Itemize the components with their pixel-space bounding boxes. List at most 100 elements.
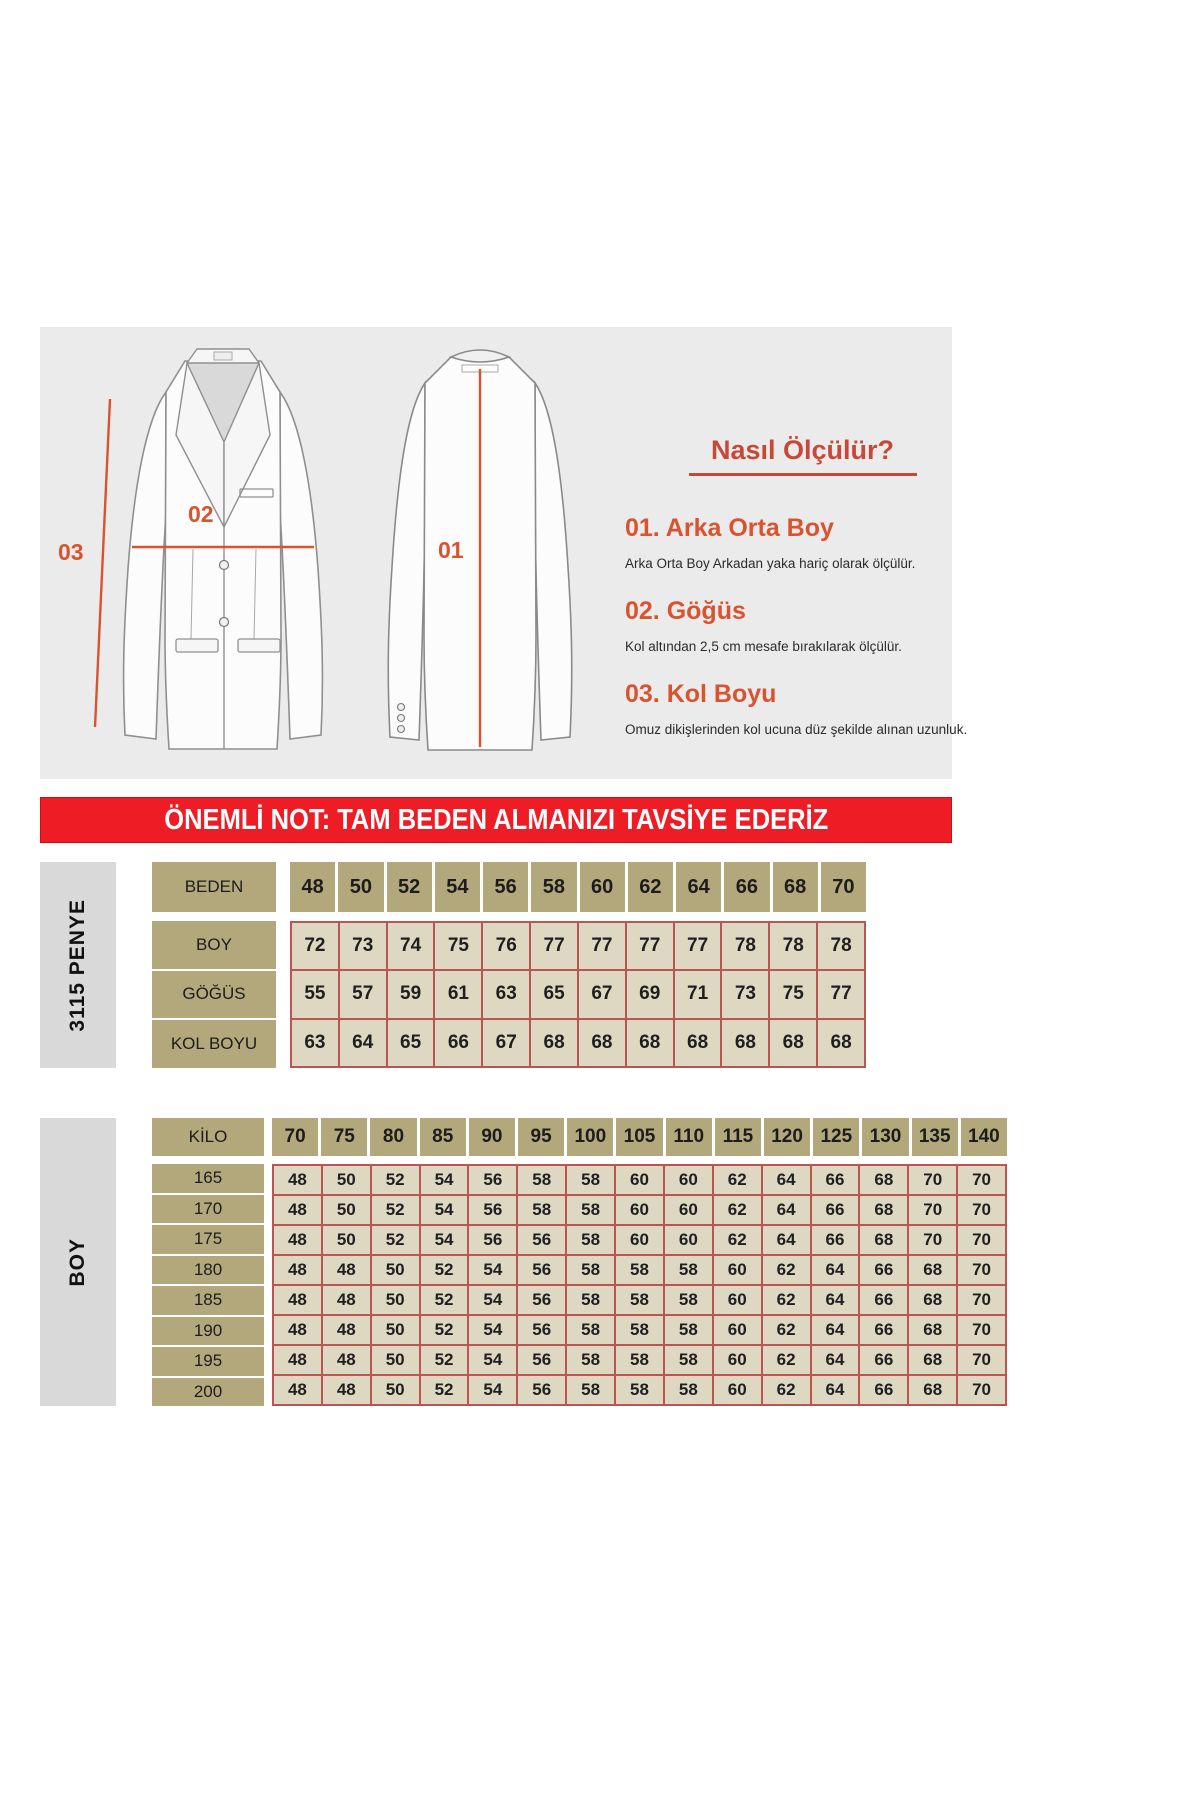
data-value-cell: 72 — [292, 923, 338, 970]
data-value-cell: 50 — [371, 1286, 419, 1314]
data-value-cell: 70 — [909, 1166, 957, 1194]
data-value-cell: 63 — [483, 971, 530, 1018]
data-value-cell: 52 — [371, 1196, 419, 1224]
data-value-cell: 58 — [616, 1376, 663, 1404]
data-value-cell: 68 — [626, 1019, 673, 1066]
data-value-cell: 65 — [387, 1019, 434, 1066]
header-value-cell: 56 — [483, 862, 529, 912]
data-value-cell: 48 — [322, 1346, 370, 1374]
weight-table-header-values: 70 75 80 85 90 95 100 105 110 115 120 125 130 135 140 — [272, 1118, 1007, 1156]
data-value-cell: 60 — [664, 1226, 712, 1254]
data-value-cell: 52 — [420, 1316, 468, 1344]
data-value-cell: 48 — [322, 1376, 370, 1404]
data-value-cell: 64 — [811, 1286, 859, 1314]
data-value-cell: 56 — [518, 1376, 566, 1404]
row-label-cell: 190 — [152, 1316, 264, 1345]
data-value-cell: 66 — [860, 1376, 908, 1404]
measure-item-description: Arka Orta Boy Arkadan yaka hariç olarak … — [625, 556, 916, 571]
header-value-cell: 54 — [434, 862, 480, 912]
header-value-cell: 100 — [567, 1118, 614, 1156]
data-value-cell: 66 — [860, 1346, 908, 1374]
data-value-cell: 67 — [483, 1019, 530, 1066]
data-value-cell: 70 — [958, 1346, 1005, 1374]
header-value-cell: 64 — [676, 862, 722, 912]
data-value-cell: 58 — [567, 1256, 615, 1284]
data-value-cell: 70 — [909, 1196, 957, 1224]
size-table: 3115 PENYE BEDEN 48 50 52 54 56 58 60 62 64 66 68 7… — [40, 862, 866, 1068]
data-value-cell: 58 — [664, 1316, 712, 1344]
data-value-cell: 54 — [420, 1166, 468, 1194]
data-value-cell: 68 — [860, 1226, 908, 1254]
data-value-cell: 50 — [371, 1256, 419, 1284]
header-value-cell: 70 — [820, 862, 866, 912]
data-value-cell: 62 — [762, 1316, 810, 1344]
measure-item-description: Kol altından 2,5 cm mesafe bırakılarak ö… — [625, 639, 902, 654]
data-value-cell: 62 — [762, 1256, 810, 1284]
data-value-cell: 48 — [274, 1346, 321, 1374]
data-value-cell: 54 — [469, 1256, 517, 1284]
data-value-cell: 62 — [762, 1376, 810, 1404]
header-value-cell: 85 — [419, 1118, 466, 1156]
data-value-cell: 78 — [770, 923, 817, 970]
data-value-cell: 77 — [674, 923, 721, 970]
header-value-cell: 130 — [862, 1118, 909, 1156]
weight-table-row-labels: 165 170 175 180 185 190 195 200 — [152, 1164, 264, 1406]
data-value-cell: 60 — [616, 1196, 663, 1224]
row-label-cell: 170 — [152, 1194, 264, 1223]
data-value-cell: 50 — [371, 1376, 419, 1404]
header-value-cell: 140 — [960, 1118, 1007, 1156]
row-label-cell: 200 — [152, 1377, 264, 1406]
measure-item-title: Göğüs — [666, 597, 746, 625]
data-value-cell: 62 — [762, 1286, 810, 1314]
data-value-cell: 60 — [713, 1346, 761, 1374]
sleeve-measure-marker: 03 — [58, 539, 84, 565]
data-value-cell: 48 — [274, 1286, 321, 1314]
data-value-cell: 58 — [616, 1256, 663, 1284]
data-value-cell: 54 — [469, 1316, 517, 1344]
data-value-cell: 58 — [567, 1316, 615, 1344]
data-value-cell: 62 — [713, 1166, 761, 1194]
data-value-cell: 70 — [958, 1376, 1005, 1404]
data-value-cell: 48 — [322, 1286, 370, 1314]
data-value-cell: 56 — [518, 1226, 566, 1254]
data-value-cell: 48 — [274, 1376, 321, 1404]
data-value-cell: 64 — [811, 1316, 859, 1344]
header-value-cell: 95 — [518, 1118, 565, 1156]
data-value-cell: 68 — [578, 1019, 625, 1066]
data-value-cell: 68 — [860, 1196, 908, 1224]
data-value-cell: 66 — [860, 1316, 908, 1344]
measure-item-title: Arka Orta Boy — [665, 514, 834, 542]
data-value-cell: 64 — [811, 1346, 859, 1374]
header-value-cell: 52 — [386, 862, 432, 912]
data-value-cell: 60 — [713, 1256, 761, 1284]
data-value-cell: 60 — [664, 1166, 712, 1194]
data-value-cell: 78 — [722, 923, 769, 970]
data-value-cell: 58 — [664, 1376, 712, 1404]
header-value-cell: 62 — [627, 862, 673, 912]
data-value-cell: 52 — [420, 1346, 468, 1374]
data-value-cell: 77 — [578, 923, 625, 970]
data-value-cell: 64 — [339, 1019, 386, 1066]
header-value-cell: 115 — [714, 1118, 761, 1156]
data-value-cell: 52 — [420, 1376, 468, 1404]
data-value-cell: 66 — [435, 1019, 482, 1066]
data-value-cell: 68 — [818, 1019, 864, 1066]
sleeve-measure-line — [93, 398, 112, 728]
how-to-measure-title: Nasıl Ölçülür? — [710, 435, 895, 465]
data-value-cell: 56 — [469, 1196, 517, 1224]
size-table-row-labels: BOY GÖĞÜS KOL BOYU — [152, 921, 276, 1068]
data-value-cell: 70 — [958, 1316, 1005, 1344]
data-value-cell: 58 — [518, 1196, 566, 1224]
row-label-cell: KOL BOYU — [152, 1020, 276, 1068]
data-value-cell: 66 — [811, 1196, 859, 1224]
header-value-cell: 58 — [531, 862, 577, 912]
data-value-cell: 55 — [292, 971, 338, 1018]
title-underline — [688, 473, 917, 476]
data-value-cell: 64 — [811, 1256, 859, 1284]
data-value-cell: 58 — [567, 1346, 615, 1374]
data-value-cell: 68 — [909, 1346, 957, 1374]
measure-item-description: Omuz dikişlerinden kol ucuna düz şekilde… — [625, 722, 968, 737]
data-value-cell: 76 — [483, 923, 530, 970]
data-value-cell: 70 — [958, 1196, 1005, 1224]
